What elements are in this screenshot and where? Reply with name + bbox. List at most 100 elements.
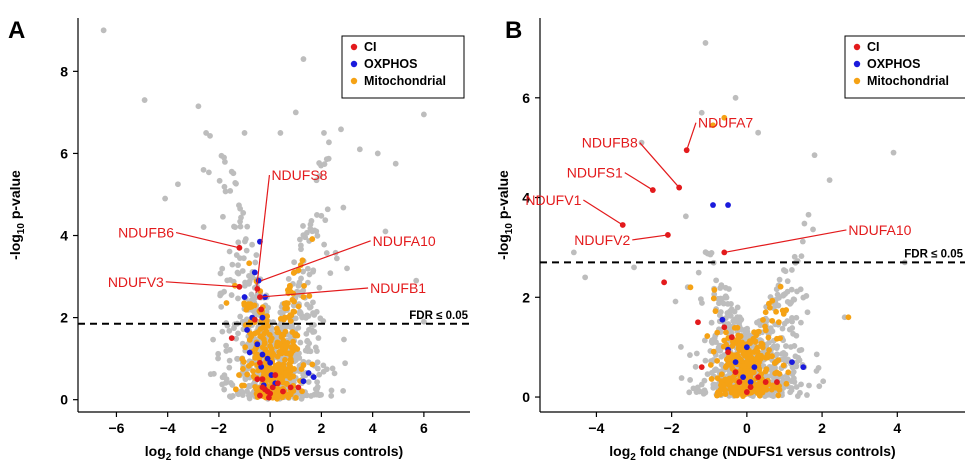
point-mitochondrial bbox=[687, 284, 694, 291]
point-other bbox=[311, 312, 318, 318]
point-ci bbox=[269, 384, 276, 391]
point-mitochondrial bbox=[274, 395, 281, 402]
point-mitochondrial bbox=[291, 366, 297, 372]
point-ci bbox=[274, 380, 281, 387]
point-other bbox=[216, 177, 223, 184]
point-other bbox=[788, 378, 795, 385]
point-other bbox=[340, 204, 347, 211]
point-mitochondrial bbox=[274, 364, 281, 371]
point-mitochondrial bbox=[722, 391, 729, 397]
point-other bbox=[697, 296, 704, 303]
point-mitochondrial bbox=[259, 344, 266, 351]
panel-label-b: B bbox=[505, 17, 522, 44]
gene-label: NDUFV2 bbox=[574, 232, 630, 248]
point-other bbox=[295, 324, 302, 331]
point-mitochondrial bbox=[775, 392, 782, 399]
legend-label: CI bbox=[867, 40, 880, 54]
annotation-leader bbox=[632, 234, 668, 241]
point-mitochondrial bbox=[288, 344, 295, 351]
point-other bbox=[711, 291, 718, 298]
point-other bbox=[341, 336, 347, 343]
point-other bbox=[305, 279, 311, 286]
point-other bbox=[226, 357, 233, 364]
point-mitochondrial bbox=[288, 349, 295, 356]
point-other bbox=[246, 382, 252, 389]
point-other bbox=[678, 375, 685, 381]
point-other bbox=[342, 360, 349, 367]
point-other bbox=[229, 261, 236, 268]
point-oxphos bbox=[732, 359, 739, 366]
point-other bbox=[784, 298, 791, 305]
legend-label: Mitochondrial bbox=[364, 74, 446, 88]
point-other bbox=[314, 379, 321, 385]
point-other bbox=[316, 284, 323, 291]
point-other bbox=[300, 223, 306, 229]
point-other bbox=[316, 173, 323, 179]
point-other bbox=[226, 364, 233, 371]
point-other bbox=[810, 226, 816, 233]
point-mitochondrial bbox=[764, 354, 771, 361]
point-other bbox=[233, 252, 240, 258]
point-oxphos bbox=[800, 364, 807, 371]
legend-swatch bbox=[350, 77, 358, 85]
point-other bbox=[687, 377, 694, 383]
point-other bbox=[784, 278, 791, 285]
point-other bbox=[816, 383, 823, 390]
point-other bbox=[811, 152, 818, 159]
point-other bbox=[221, 154, 227, 161]
point-mitochondrial bbox=[769, 317, 776, 324]
point-mitochondrial bbox=[290, 290, 297, 297]
point-ci bbox=[721, 324, 728, 331]
panel-label-a: A bbox=[8, 17, 25, 44]
point-other bbox=[794, 288, 800, 295]
point-mitochondrial bbox=[714, 329, 721, 336]
gene-label: NDUFB1 bbox=[370, 280, 426, 296]
point-mitochondrial bbox=[717, 386, 724, 393]
point-mitochondrial bbox=[280, 379, 287, 386]
point-other bbox=[713, 367, 720, 373]
point-other bbox=[224, 277, 231, 284]
point-mitochondrial bbox=[248, 360, 255, 367]
point-other bbox=[210, 336, 216, 343]
legend: CI OXPHOS Mitochondrial bbox=[341, 35, 465, 99]
point-other bbox=[790, 330, 796, 337]
point-other bbox=[801, 220, 808, 227]
point-ci bbox=[762, 379, 769, 385]
point-mitochondrial bbox=[273, 388, 280, 395]
point-other bbox=[317, 315, 324, 322]
point-mitochondrial bbox=[287, 318, 294, 324]
point-other bbox=[806, 382, 812, 389]
point-mitochondrial bbox=[785, 369, 792, 376]
point-mitochondrial bbox=[299, 257, 306, 264]
point-other bbox=[328, 392, 335, 399]
point-other bbox=[709, 339, 716, 346]
point-mitochondrial bbox=[260, 324, 267, 331]
y-tick-label: 8 bbox=[60, 63, 68, 79]
point-other bbox=[672, 298, 679, 305]
point-oxphos bbox=[244, 327, 250, 333]
point-mitochondrial bbox=[300, 294, 307, 300]
x-tick-label: 4 bbox=[893, 420, 901, 436]
point-other bbox=[787, 344, 794, 350]
point-mitochondrial bbox=[779, 307, 786, 314]
panel-a: −6 −4 −2 0 2 4 6 0 2 4 6 8 log2 fold change (ND5 ver… bbox=[7, 18, 470, 462]
fdr-threshold-label: FDR ≤ 0.05 bbox=[409, 310, 468, 322]
point-ci bbox=[743, 389, 750, 395]
point-mitochondrial bbox=[282, 305, 289, 312]
point-other bbox=[234, 355, 240, 362]
point-mitochondrial bbox=[269, 350, 276, 357]
point-other bbox=[296, 355, 303, 361]
point-other bbox=[815, 364, 822, 371]
panel-b: −4 −2 0 2 4 0 2 4 6 log2 fold change (NDUFS1 vers… bbox=[495, 18, 965, 462]
point-other bbox=[233, 335, 240, 342]
x-tick-label: 0 bbox=[266, 420, 274, 436]
point-other bbox=[797, 389, 803, 396]
point-oxphos bbox=[251, 269, 258, 276]
x-tick-label: −2 bbox=[664, 420, 680, 436]
point-other bbox=[300, 56, 307, 62]
point-mitochondrial bbox=[283, 300, 290, 306]
point-mitochondrial bbox=[239, 355, 246, 362]
point-other bbox=[791, 296, 798, 303]
point-other bbox=[713, 277, 720, 284]
point-other bbox=[711, 381, 718, 388]
